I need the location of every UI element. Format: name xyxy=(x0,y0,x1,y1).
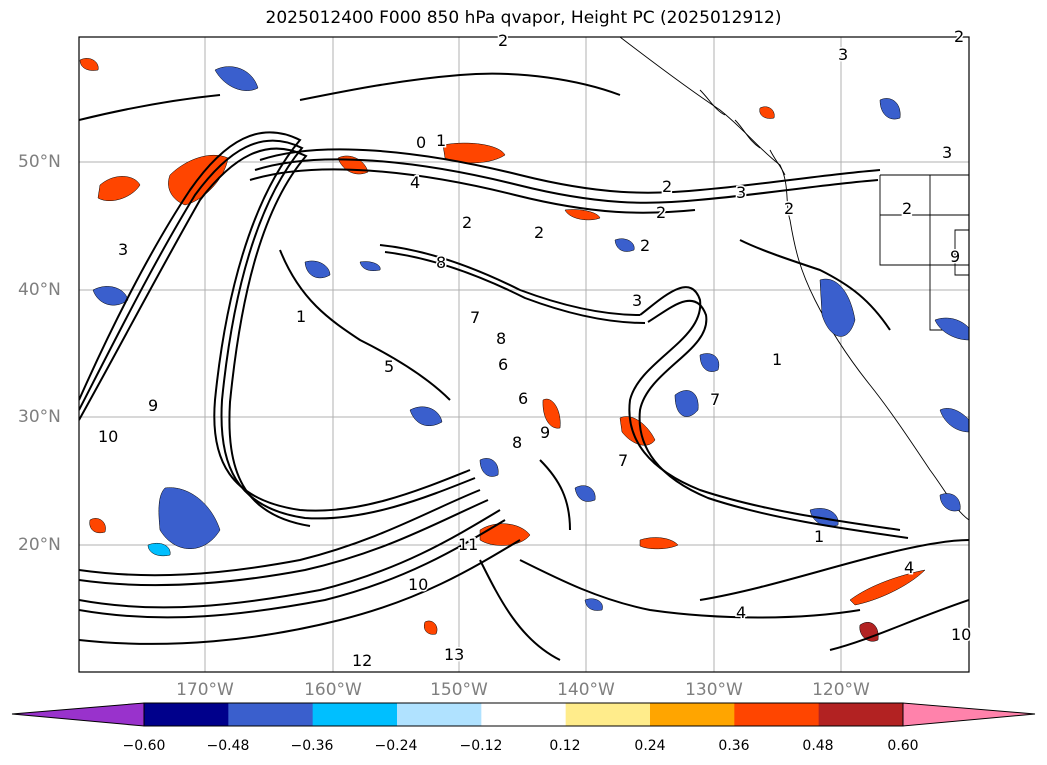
contour-label: 1 xyxy=(772,350,782,369)
colorbar-tick: −0.12 xyxy=(459,738,503,754)
colorbar-tick: −0.60 xyxy=(122,738,166,754)
contour-label: 2 xyxy=(534,223,544,242)
contour-label: 4 xyxy=(904,558,914,577)
contour-label: 8 xyxy=(496,329,506,348)
contour-label: 10 xyxy=(951,625,971,644)
colorbar-segment xyxy=(397,703,482,726)
contour-label: 4 xyxy=(410,173,420,192)
colorbar-extend-high xyxy=(902,702,1036,727)
colorbar-tick: 0.48 xyxy=(802,738,834,754)
contour-label: 1 xyxy=(296,307,306,326)
contour-label: 2 xyxy=(498,31,508,50)
colorbar-frame xyxy=(143,702,904,727)
contour-label: 3 xyxy=(942,143,952,162)
contour-label: 2 xyxy=(784,199,794,218)
contour-label: 7 xyxy=(618,451,628,470)
contour-label: 6 xyxy=(518,389,528,408)
colorbar-tick: 0.24 xyxy=(634,738,666,754)
graticule xyxy=(79,37,969,672)
contour-label: 9 xyxy=(950,247,960,266)
contour-label: 0 xyxy=(416,133,426,152)
contour-label: 3 xyxy=(118,240,128,259)
contour-label: 2 xyxy=(640,236,650,255)
colorbar-tick: 0.60 xyxy=(887,738,919,754)
colorbar-tick: 0.36 xyxy=(718,738,750,754)
lat-label-50n: 50°N xyxy=(18,152,61,172)
lon-label-150w: 150°W xyxy=(430,680,488,700)
lon-label-160w: 160°W xyxy=(304,680,362,700)
map-title: 2025012400 F000 850 hPa qvapor, Height P… xyxy=(265,8,782,28)
colorbar-segment xyxy=(144,703,229,726)
contour-label: 2 xyxy=(656,203,666,222)
colorbar xyxy=(11,702,1036,727)
colorbar-segment xyxy=(818,703,904,726)
contour-label: 10 xyxy=(408,575,428,594)
colorbar-tick: −0.36 xyxy=(290,738,334,754)
colorbar-segment xyxy=(565,703,651,726)
contour-label: 7 xyxy=(470,308,480,327)
contour-label: 8 xyxy=(436,253,446,272)
contour-label: 2 xyxy=(954,27,964,46)
colorbar-tick: 0.12 xyxy=(549,738,581,754)
colorbar-extend-low xyxy=(11,702,145,727)
height-contours xyxy=(79,72,969,661)
contour-label: 3 xyxy=(838,45,848,64)
colorbar-tick: −0.24 xyxy=(374,738,418,754)
contour-label: 1 xyxy=(436,131,446,150)
lon-label-170w: 170°W xyxy=(176,680,234,700)
lat-label-20n: 20°N xyxy=(18,535,61,555)
colorbar-segment xyxy=(734,703,820,726)
contour-label: 6 xyxy=(498,355,508,374)
lon-label-130w: 130°W xyxy=(685,680,743,700)
colorbar-segment xyxy=(228,703,314,726)
lat-label-30n: 30°N xyxy=(18,407,61,427)
contour-label: 9 xyxy=(540,423,550,442)
contour-label: 3 xyxy=(736,183,746,202)
contour-label: 4 xyxy=(736,603,746,622)
ocean-background xyxy=(79,37,969,672)
contour-label: 2 xyxy=(902,199,912,218)
contour-label: 2 xyxy=(462,213,472,232)
lat-label-40n: 40°N xyxy=(18,280,61,300)
contour-label: 1 xyxy=(814,527,824,546)
contour-label: 8 xyxy=(512,433,522,452)
colorbar-segment xyxy=(312,703,398,726)
colorbar-tick: −0.48 xyxy=(206,738,250,754)
contour-label: 3 xyxy=(632,291,642,310)
contour-label: 13 xyxy=(444,645,464,664)
contour-label: 7 xyxy=(710,390,720,409)
contour-label: 9 xyxy=(148,396,158,415)
plot-frame xyxy=(78,36,970,673)
lon-label-120w: 120°W xyxy=(812,680,870,700)
contour-label: 11 xyxy=(458,535,478,554)
lon-label-140w: 140°W xyxy=(557,680,615,700)
contour-label: 2 xyxy=(662,177,672,196)
contour-label: 10 xyxy=(98,427,118,446)
colorbar-segment xyxy=(650,703,735,726)
contour-label: 5 xyxy=(384,357,394,376)
contour-label: 12 xyxy=(352,651,372,670)
colorbar-segment xyxy=(481,703,567,726)
